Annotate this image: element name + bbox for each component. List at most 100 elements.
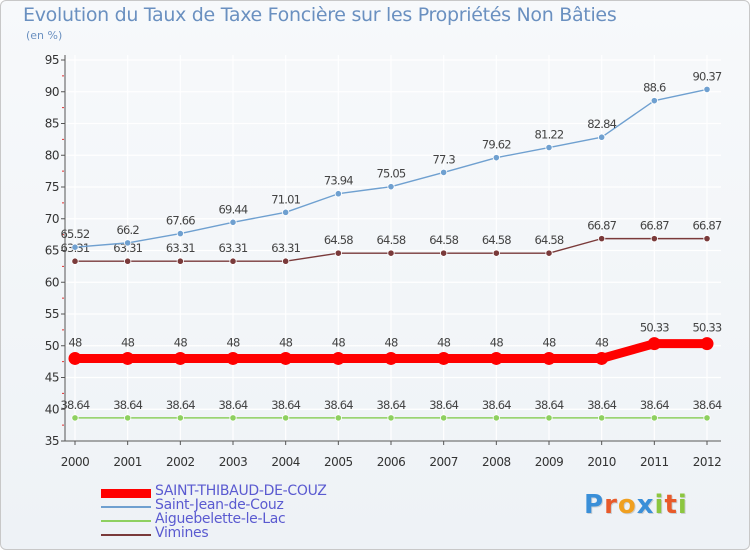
data-label: 48 (279, 335, 293, 349)
data-point (387, 249, 395, 257)
data-point (279, 351, 293, 365)
data-point (282, 257, 290, 265)
data-label: 38.64 (324, 398, 353, 412)
data-point (124, 239, 132, 247)
x-tick-label: 2009 (535, 455, 564, 469)
data-label: 64.58 (377, 233, 406, 247)
x-tick-label: 2004 (271, 455, 300, 469)
data-point (650, 97, 658, 105)
data-point (598, 235, 606, 243)
data-point (68, 351, 82, 365)
data-label: 38.64 (535, 398, 564, 412)
data-point (176, 414, 184, 422)
logo-letter: t (664, 490, 678, 520)
data-label: 38.64 (113, 398, 142, 412)
logo-letter: r (604, 490, 618, 520)
logo-letter: i (654, 490, 665, 520)
data-label: 48 (437, 335, 451, 349)
data-label: 38.64 (166, 398, 195, 412)
data-label: 90.37 (693, 69, 722, 83)
legend-item: Aiguebelette-le-Lac (101, 511, 381, 529)
data-label: 63.31 (166, 241, 195, 255)
data-label: 66.87 (693, 219, 722, 233)
data-label: 48 (542, 335, 556, 349)
data-label: 50.33 (640, 321, 669, 335)
y-tick-label: 70 (45, 212, 59, 226)
data-point (124, 414, 132, 422)
data-point (542, 351, 556, 365)
y-tick-label: 85 (45, 117, 59, 131)
data-point (71, 257, 79, 265)
x-tick-label: 2010 (587, 455, 616, 469)
data-point (703, 414, 711, 422)
legend-label: Aiguebelette-le-Lac (155, 511, 286, 527)
x-tick-label: 2000 (61, 455, 90, 469)
data-point (647, 337, 661, 351)
data-label: 48 (490, 335, 504, 349)
data-label: 66.87 (587, 219, 616, 233)
y-tick-label: 60 (45, 275, 59, 289)
y-tick-label: 45 (45, 371, 59, 385)
data-label: 66.87 (640, 219, 669, 233)
y-tick-label: 40 (45, 402, 59, 416)
data-point (650, 414, 658, 422)
data-point (598, 133, 606, 141)
data-point (226, 351, 240, 365)
legend-label: SAINT-THIBAUD-DE-COUZ (155, 483, 327, 499)
data-label: 48 (595, 335, 609, 349)
data-label: 77.3 (432, 152, 455, 166)
x-tick-label: 2008 (482, 455, 511, 469)
data-label: 63.31 (113, 241, 142, 255)
data-label: 38.64 (587, 398, 616, 412)
x-tick-label: 2001 (113, 455, 142, 469)
data-point (282, 208, 290, 216)
y-tick-label: 35 (45, 434, 59, 448)
data-point (703, 235, 711, 243)
data-label: 48 (121, 335, 135, 349)
x-tick-label: 2005 (324, 455, 353, 469)
legend-item: Vimines (101, 525, 381, 543)
data-point (334, 249, 342, 257)
data-label: 38.64 (271, 398, 300, 412)
x-tick-label: 2012 (693, 455, 722, 469)
data-point (282, 414, 290, 422)
data-point (121, 351, 135, 365)
data-point (703, 85, 711, 94)
data-point (595, 351, 609, 365)
data-point (650, 235, 658, 243)
data-label: 73.94 (324, 174, 353, 188)
data-point (387, 183, 395, 191)
data-point (440, 168, 448, 176)
legend-label: Saint-Jean-de-Couz (155, 497, 284, 513)
data-point (331, 351, 345, 365)
data-label: 66.2 (116, 223, 139, 237)
data-label: 64.58 (535, 233, 564, 247)
data-point (229, 414, 237, 422)
data-point (492, 154, 500, 162)
data-point (700, 337, 714, 351)
proxiti-logo: Proxiti (584, 490, 688, 520)
data-label: 71.01 (271, 192, 300, 206)
data-label: 88.6 (643, 81, 666, 95)
data-label: 38.64 (429, 398, 458, 412)
data-label: 48 (226, 335, 240, 349)
data-label: 48 (332, 335, 346, 349)
data-label: 63.31 (271, 241, 300, 255)
legend-swatch (101, 534, 151, 536)
data-point (545, 414, 553, 422)
legend-swatch (101, 488, 151, 498)
data-label: 48 (384, 335, 398, 349)
data-label: 75.05 (377, 167, 406, 181)
data-point (334, 190, 342, 198)
data-label: 48 (68, 335, 82, 349)
data-label: 38.64 (693, 398, 722, 412)
x-tick-label: 2002 (166, 455, 195, 469)
x-tick-label: 2007 (429, 455, 458, 469)
data-point (229, 257, 237, 265)
data-label: 50.33 (693, 321, 722, 335)
data-label: 38.64 (377, 398, 406, 412)
data-label: 69.44 (219, 202, 248, 216)
legend-swatch (101, 520, 151, 522)
y-tick-label: 55 (45, 307, 59, 321)
logo-letter: x (636, 490, 655, 520)
